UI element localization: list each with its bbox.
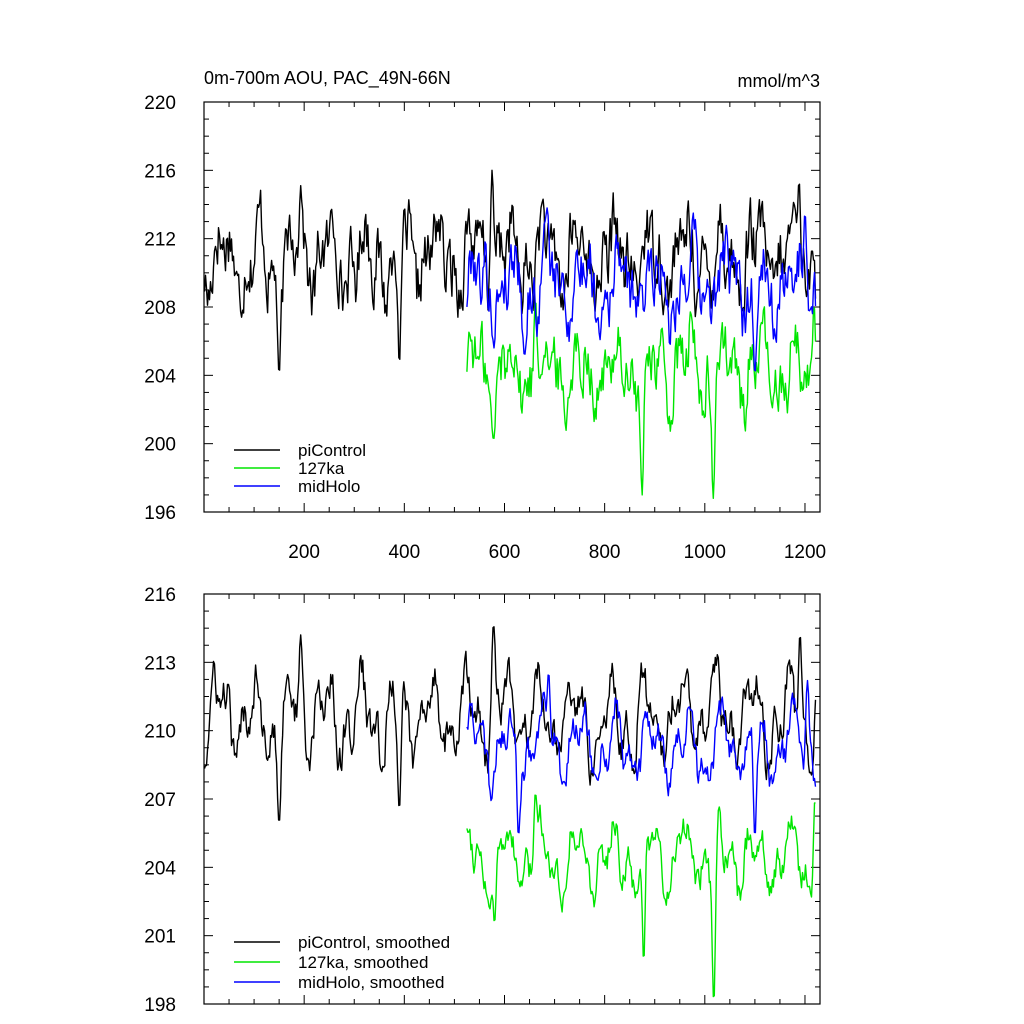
series-line-127ka: [466, 302, 817, 499]
x-tick-label: 600: [489, 542, 521, 563]
legend-label: 127ka: [298, 459, 345, 478]
y-tick-label: 196: [144, 503, 176, 524]
bottom-panel: 198 201 204 207 210 213 216 piControl, smoothe…: [144, 585, 821, 1016]
bottom-plot-frame: [203, 593, 821, 1005]
y-tick-label: 212: [144, 230, 176, 251]
x-tick-label: 1000: [684, 542, 726, 563]
legend-label: 127ka, smoothed: [298, 953, 428, 972]
x-tick-label: 200: [288, 542, 320, 563]
legend-label: piControl: [298, 441, 366, 460]
y-tick-label: 204: [144, 366, 176, 387]
x-tick-label: 1200: [784, 542, 826, 563]
series-line-127ka: [466, 794, 816, 998]
top-panel: 0m-700m AOU, PAC_49N-66N mmol/m^3 200 400…: [144, 68, 826, 563]
y-tick-label: 200: [144, 435, 176, 456]
y-tick-label: 210: [144, 722, 176, 743]
series-line-midHolo: [466, 207, 817, 372]
y-tick-label: 216: [144, 585, 176, 606]
y-tick-label: 213: [144, 653, 176, 674]
series-line-midHolo: [466, 674, 817, 834]
y-tick-label: 201: [144, 927, 176, 948]
top-series-group: [203, 169, 817, 499]
y-tick-label: 198: [144, 995, 176, 1016]
bottom-y-axis: 198 201 204 207 210 213 216: [144, 585, 820, 1016]
top-plot-frame: [203, 101, 821, 513]
bottom-series-group: [203, 626, 817, 998]
bottom-x-axis: [228, 594, 806, 1004]
legend-label: piControl, smoothed: [298, 933, 450, 952]
y-tick-label: 216: [144, 161, 176, 182]
y-tick-label: 207: [144, 790, 176, 811]
x-tick-label: 800: [589, 542, 621, 563]
y-tick-label: 220: [144, 93, 176, 114]
y-tick-label: 208: [144, 298, 176, 319]
top-panel-title: 0m-700m AOU, PAC_49N-66N: [204, 68, 451, 89]
legend-label: midHolo: [298, 477, 360, 496]
x-tick-label: 400: [388, 542, 420, 563]
top-y-axis: 196 200 204 208 212 216 220: [144, 93, 820, 524]
top-panel-units: mmol/m^3: [738, 71, 820, 91]
top-x-axis: 200 400 600 800 1000 1200: [228, 102, 826, 563]
y-tick-label: 204: [144, 858, 176, 879]
series-line-piControl: [203, 626, 817, 821]
legend-label: midHolo, smoothed: [298, 973, 444, 992]
